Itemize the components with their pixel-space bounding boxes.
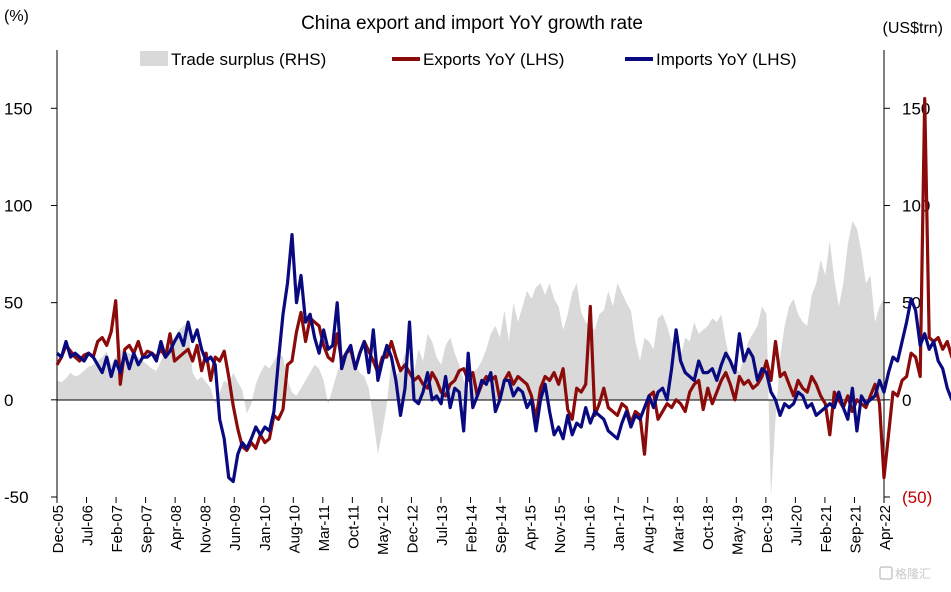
x-tick-label: Dec-05 xyxy=(50,505,67,553)
left-y-tick-label: 150 xyxy=(4,99,32,118)
x-tick-label: May-19 xyxy=(729,505,746,555)
axes xyxy=(56,50,885,497)
x-tick-label: Jun-16 xyxy=(582,505,599,551)
legend-swatch-trade-surplus xyxy=(140,51,168,66)
watermark: 格隆汇 xyxy=(879,566,931,581)
x-tick-label: Sep-14 xyxy=(493,505,510,553)
x-tick-label: Oct-18 xyxy=(700,505,717,550)
chart-title: China export and import YoY growth rate xyxy=(301,13,643,34)
series-line-imports xyxy=(55,233,951,484)
right-y-tick-label: 0 xyxy=(902,391,911,410)
x-tick-label: Jan-10 xyxy=(257,505,274,551)
x-tick-label: Apr-08 xyxy=(168,505,185,550)
right-y-tick-label: (50) xyxy=(902,488,932,507)
right-unit-label: (US$trn) xyxy=(883,20,943,37)
x-tick-layer: Dec-05 Jul-06 Feb-07 Sep-07 Apr-08 Nov-08 Jun-… xyxy=(50,497,894,555)
x-tick-label: Oct-11 xyxy=(345,505,362,549)
x-tick-label: Jul-20 xyxy=(788,505,805,546)
series-area-trade-surplus xyxy=(57,221,884,497)
x-tick-label: Nov-08 xyxy=(198,505,215,553)
x-tick-label: Jul-06 xyxy=(80,505,97,546)
legend: Trade surplus (RHS) Exports YoY (LHS) Im… xyxy=(140,50,796,69)
x-tick-label: Jan-17 xyxy=(611,505,628,551)
trade-surplus-area-layer xyxy=(57,221,884,497)
legend-label-exports: Exports YoY (LHS) xyxy=(423,50,564,69)
left-unit-label: (%) xyxy=(4,8,29,25)
x-tick-label: Sep-07 xyxy=(139,505,156,553)
x-tick-label: Dec-12 xyxy=(404,505,421,553)
x-tick-label: Feb-21 xyxy=(818,505,835,553)
x-tick-label: Sep-21 xyxy=(847,505,864,553)
x-tick-label: Jun-09 xyxy=(227,505,244,551)
x-tick-label: Dec-19 xyxy=(759,505,776,553)
x-tick-label: Aug-10 xyxy=(286,505,303,553)
left-y-tick-label: 50 xyxy=(4,294,23,313)
x-tick-label: Feb-14 xyxy=(464,505,481,553)
x-tick-label: Mar-18 xyxy=(670,505,687,553)
left-y-tick-label: -50 xyxy=(4,488,29,507)
x-tick-label: May-12 xyxy=(375,505,392,555)
legend-label-trade-surplus: Trade surplus (RHS) xyxy=(171,50,326,69)
left-y-tick-label: 0 xyxy=(4,391,13,410)
legend-label-imports: Imports YoY (LHS) xyxy=(656,50,796,69)
x-tick-label: Feb-07 xyxy=(109,505,126,553)
x-tick-label: Apr-22 xyxy=(877,505,894,550)
series-line-layer xyxy=(55,96,951,484)
x-tick-label: Aug-17 xyxy=(641,505,658,553)
x-tick-label: Mar-11 xyxy=(316,505,333,551)
x-tick-label: Apr-15 xyxy=(523,505,540,550)
watermark-logo-icon xyxy=(879,566,893,580)
left-y-tick-label: 100 xyxy=(4,196,32,215)
x-tick-label: Jul-13 xyxy=(434,505,451,546)
x-tick-label: Nov-15 xyxy=(552,505,569,553)
watermark-text: 格隆汇 xyxy=(895,566,931,581)
